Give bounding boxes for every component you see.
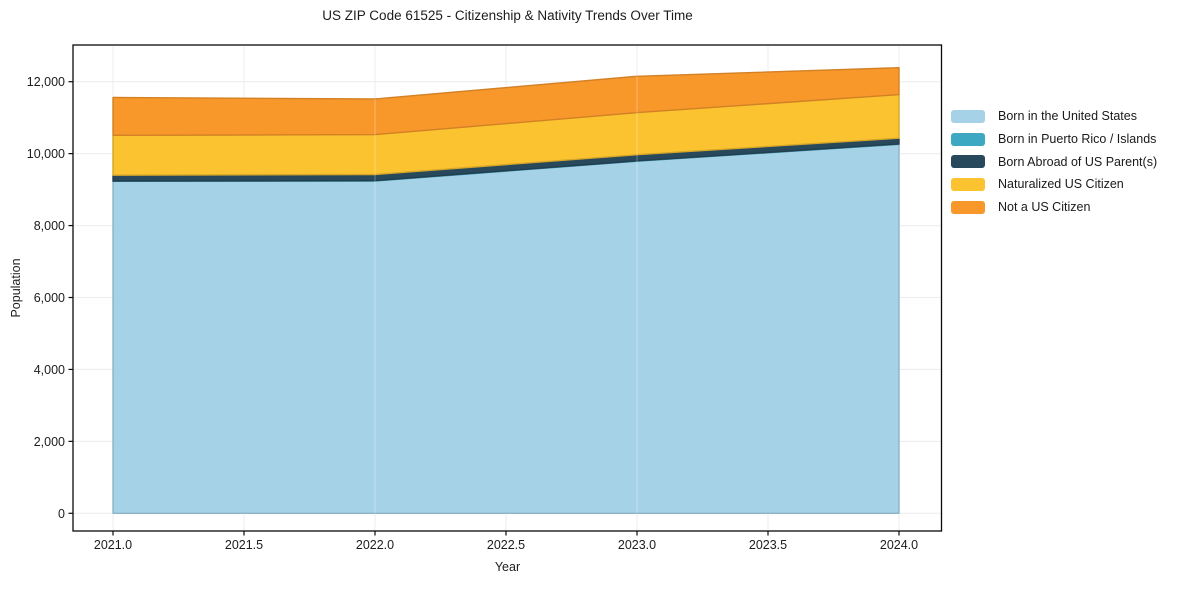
y-tick-label: 2,000 [34, 435, 65, 449]
legend-item: Naturalized US Citizen [951, 173, 1157, 196]
y-axis-label: Population [9, 258, 23, 318]
legend-swatch [951, 132, 985, 146]
chart-title: US ZIP Code 61525 - Citizenship & Nativi… [322, 8, 693, 23]
legend-label: Born in the United States [998, 109, 1137, 124]
x-tick-label: 2022.5 [487, 538, 525, 552]
legend-item: Born Abroad of US Parent(s) [951, 150, 1157, 173]
x-tick-label: 2023.5 [749, 538, 787, 552]
x-tick-label: 2024.0 [880, 538, 918, 552]
legend-swatch [951, 177, 985, 191]
legend-label: Naturalized US Citizen [998, 177, 1124, 192]
y-tick-label: 0 [58, 507, 65, 521]
legend-swatch [951, 155, 985, 169]
y-tick-label: 6,000 [34, 291, 65, 305]
legend-swatch [951, 109, 985, 123]
x-tick-label: 2022.0 [356, 538, 394, 552]
area-series-0 [112, 143, 900, 514]
legend: Born in the United States Born in Puerto … [951, 105, 1157, 218]
y-tick-label: 12,000 [27, 75, 65, 89]
legend-item: Not a US Citizen [951, 196, 1157, 219]
legend-label: Born in Puerto Rico / Islands [998, 132, 1157, 147]
plot-border [72, 44, 943, 532]
x-axis-label: Year [494, 560, 521, 574]
legend-label: Not a US Citizen [998, 200, 1091, 215]
y-tick-label: 4,000 [34, 363, 65, 377]
x-tick-label: 2023.0 [618, 538, 656, 552]
legend-item: Born in the United States [951, 105, 1157, 128]
x-tick-label: 2021.5 [225, 538, 263, 552]
y-tick-label: 8,000 [34, 219, 65, 233]
legend-label: Born Abroad of US Parent(s) [998, 154, 1158, 169]
legend-swatch [951, 200, 985, 214]
y-tick-label: 10,000 [27, 147, 65, 161]
x-tick-label: 2021.0 [94, 538, 132, 552]
legend-item: Born in Puerto Rico / Islands [951, 128, 1157, 151]
area-series-4 [112, 67, 900, 136]
